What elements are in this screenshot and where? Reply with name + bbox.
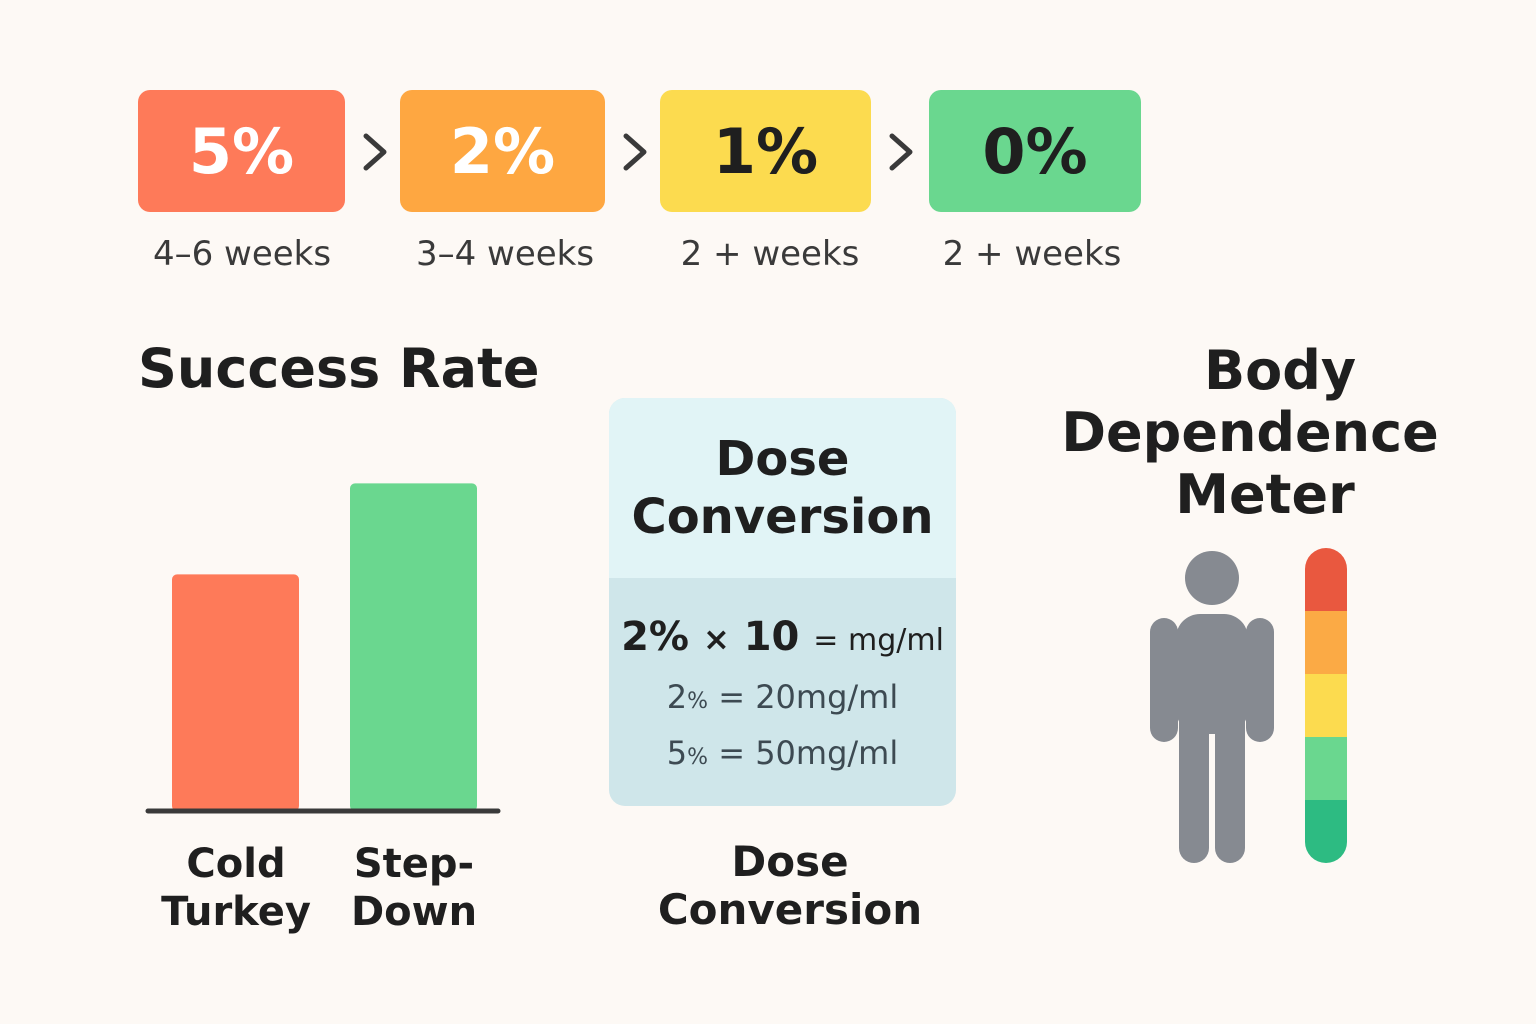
example-percent-sym: % bbox=[687, 745, 709, 770]
step-5-percent: 5% bbox=[138, 90, 345, 212]
chevron-right-icon bbox=[889, 133, 913, 171]
dose-formula: 2% × 10 = mg/ml bbox=[609, 614, 956, 660]
dose-card-header: Dose Conversion bbox=[609, 398, 956, 578]
meter-title-line: Body bbox=[1203, 339, 1357, 402]
dependence-meter-bar bbox=[1305, 548, 1347, 863]
example-rest: = 50mg/ml bbox=[708, 734, 899, 772]
meter-title: Body Dependence Meter bbox=[1040, 340, 1460, 526]
step-label: 2% bbox=[449, 114, 556, 188]
category-label-line: Step- bbox=[353, 841, 475, 887]
dose-conversion-card: Dose Conversion 2% × 10 = mg/ml 2% = 20m… bbox=[609, 398, 956, 806]
step-duration: 3–4 weeks bbox=[415, 234, 595, 274]
step-1-percent: 1% bbox=[660, 90, 871, 212]
formula-result: = mg/ml bbox=[813, 623, 944, 658]
bar-step-down bbox=[350, 483, 477, 811]
chevron-right-icon bbox=[623, 133, 647, 171]
meter-level-none bbox=[1305, 800, 1347, 863]
step-duration: 2 + weeks bbox=[680, 234, 860, 274]
example-percent-num: 5 bbox=[666, 734, 688, 772]
example-percent-sym: % bbox=[687, 689, 709, 714]
meter-level-medium-high bbox=[1305, 611, 1347, 674]
step-duration: 2 + weeks bbox=[942, 234, 1122, 274]
formula-percent: 2% bbox=[621, 614, 689, 660]
category-label-line: Turkey bbox=[161, 889, 311, 935]
step-label: 5% bbox=[188, 114, 295, 188]
chart-title: Success Rate bbox=[138, 337, 540, 400]
formula-factor: 10 bbox=[743, 614, 800, 660]
dose-caption: Dose Conversion bbox=[640, 838, 940, 934]
dose-header-line: Dose bbox=[715, 431, 850, 487]
category-label-step-down: Step- Down bbox=[324, 840, 504, 936]
category-label-cold-turkey: Cold Turkey bbox=[146, 840, 326, 936]
meter-level-high bbox=[1305, 548, 1347, 611]
chevron-right-icon bbox=[363, 133, 387, 171]
meter-title-line: Dependence bbox=[1061, 401, 1439, 464]
dose-caption-line: Dose bbox=[731, 837, 849, 886]
bar-cold-turkey bbox=[172, 574, 299, 811]
step-label: 1% bbox=[712, 114, 819, 188]
person-icon bbox=[1150, 551, 1274, 863]
step-0-percent: 0% bbox=[929, 90, 1141, 212]
dose-caption-line: Conversion bbox=[657, 885, 923, 934]
meter-level-low bbox=[1305, 737, 1347, 800]
meter-title-line: Meter bbox=[1175, 463, 1355, 526]
dose-example: 2% = 20mg/ml bbox=[609, 678, 956, 716]
dose-header-line: Conversion bbox=[631, 489, 934, 545]
dose-card-body: 2% × 10 = mg/ml 2% = 20mg/ml 5% = 50mg/m… bbox=[609, 578, 956, 806]
step-duration: 4–6 weeks bbox=[152, 234, 332, 274]
formula-times: × bbox=[702, 620, 730, 658]
dose-example: 5% = 50mg/ml bbox=[609, 734, 956, 772]
example-rest: = 20mg/ml bbox=[708, 678, 899, 716]
step-label: 0% bbox=[982, 114, 1088, 188]
success-rate-chart bbox=[145, 483, 501, 814]
category-label-line: Cold bbox=[186, 841, 286, 887]
step-2-percent: 2% bbox=[400, 90, 605, 212]
category-label-line: Down bbox=[350, 889, 478, 935]
meter-level-medium bbox=[1305, 674, 1347, 737]
example-percent-num: 2 bbox=[666, 678, 688, 716]
